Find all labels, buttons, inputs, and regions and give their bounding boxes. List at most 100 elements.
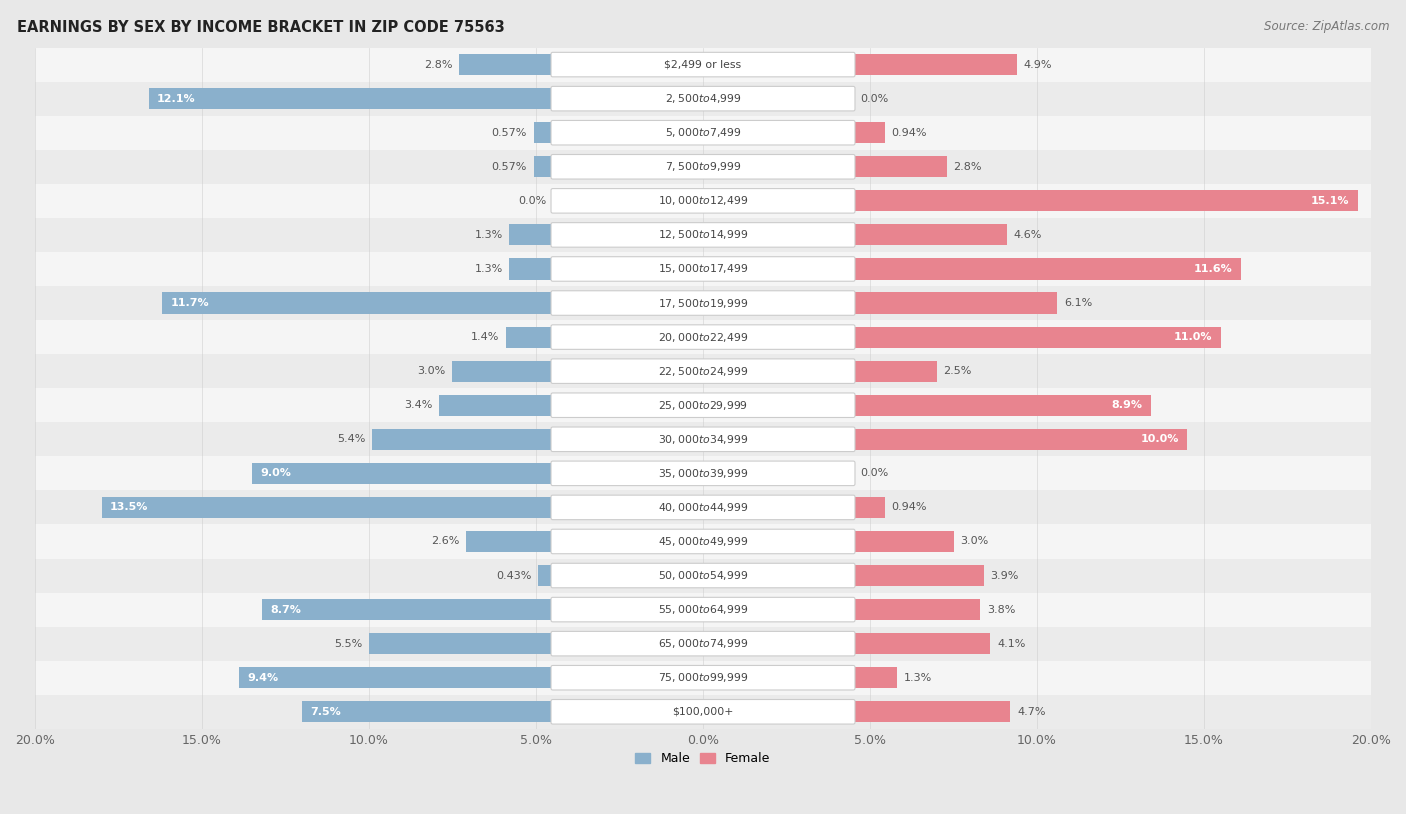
- Bar: [465, 531, 553, 552]
- Text: 6.1%: 6.1%: [1064, 298, 1092, 308]
- Text: 13.5%: 13.5%: [110, 502, 149, 512]
- Bar: [534, 156, 553, 177]
- Text: $17,500 to $19,999: $17,500 to $19,999: [658, 296, 748, 309]
- Text: 4.7%: 4.7%: [1017, 707, 1046, 717]
- Text: 12.1%: 12.1%: [157, 94, 195, 103]
- FancyBboxPatch shape: [551, 291, 855, 315]
- FancyBboxPatch shape: [551, 393, 855, 418]
- Bar: [35, 252, 1371, 286]
- Bar: [35, 695, 1371, 729]
- Text: 10.0%: 10.0%: [1140, 435, 1180, 444]
- FancyBboxPatch shape: [551, 666, 855, 690]
- Bar: [35, 558, 1371, 593]
- Text: 4.1%: 4.1%: [997, 639, 1025, 649]
- Bar: [35, 593, 1371, 627]
- Bar: [162, 292, 553, 313]
- Bar: [35, 661, 1371, 695]
- FancyBboxPatch shape: [551, 256, 855, 281]
- Bar: [509, 225, 553, 246]
- Bar: [853, 565, 984, 586]
- Text: $45,000 to $49,999: $45,000 to $49,999: [658, 535, 748, 548]
- Bar: [35, 184, 1371, 218]
- FancyBboxPatch shape: [551, 699, 855, 724]
- Bar: [101, 497, 553, 518]
- Bar: [853, 361, 936, 382]
- Bar: [853, 258, 1240, 279]
- Bar: [35, 354, 1371, 388]
- Bar: [853, 531, 953, 552]
- Bar: [439, 395, 553, 416]
- Text: EARNINGS BY SEX BY INCOME BRACKET IN ZIP CODE 75563: EARNINGS BY SEX BY INCOME BRACKET IN ZIP…: [17, 20, 505, 35]
- Text: 11.6%: 11.6%: [1194, 264, 1233, 274]
- Text: $7,500 to $9,999: $7,500 to $9,999: [665, 160, 741, 173]
- Bar: [35, 490, 1371, 524]
- Bar: [853, 190, 1358, 212]
- Text: 2.8%: 2.8%: [953, 162, 981, 172]
- Bar: [453, 361, 553, 382]
- Text: $15,000 to $17,499: $15,000 to $17,499: [658, 262, 748, 275]
- Bar: [35, 150, 1371, 184]
- Text: $2,500 to $4,999: $2,500 to $4,999: [665, 92, 741, 105]
- Bar: [149, 88, 553, 109]
- Text: $75,000 to $99,999: $75,000 to $99,999: [658, 672, 748, 685]
- Bar: [506, 326, 553, 348]
- Bar: [35, 116, 1371, 150]
- Text: 5.5%: 5.5%: [335, 639, 363, 649]
- Text: 0.57%: 0.57%: [492, 128, 527, 138]
- Text: 8.7%: 8.7%: [270, 605, 301, 615]
- Text: 11.7%: 11.7%: [170, 298, 209, 308]
- Bar: [853, 156, 946, 177]
- Bar: [302, 701, 553, 722]
- FancyBboxPatch shape: [551, 189, 855, 213]
- FancyBboxPatch shape: [551, 155, 855, 179]
- Text: 9.0%: 9.0%: [260, 468, 291, 479]
- Text: 1.3%: 1.3%: [474, 264, 502, 274]
- FancyBboxPatch shape: [551, 427, 855, 452]
- Bar: [460, 54, 553, 75]
- Text: 0.43%: 0.43%: [496, 571, 531, 580]
- Bar: [35, 388, 1371, 422]
- Text: 0.57%: 0.57%: [492, 162, 527, 172]
- Bar: [35, 627, 1371, 661]
- Text: 1.3%: 1.3%: [904, 672, 932, 683]
- Text: $100,000+: $100,000+: [672, 707, 734, 717]
- Bar: [35, 81, 1371, 116]
- FancyBboxPatch shape: [551, 461, 855, 486]
- Bar: [853, 326, 1220, 348]
- Text: 4.6%: 4.6%: [1014, 230, 1042, 240]
- Bar: [35, 524, 1371, 558]
- Bar: [368, 633, 553, 654]
- Bar: [853, 54, 1017, 75]
- FancyBboxPatch shape: [551, 529, 855, 554]
- Bar: [35, 422, 1371, 457]
- FancyBboxPatch shape: [551, 86, 855, 111]
- FancyBboxPatch shape: [551, 563, 855, 588]
- Text: $50,000 to $54,999: $50,000 to $54,999: [658, 569, 748, 582]
- Text: $30,000 to $34,999: $30,000 to $34,999: [658, 433, 748, 446]
- Bar: [239, 667, 553, 689]
- Bar: [853, 701, 1011, 722]
- Text: $20,000 to $22,499: $20,000 to $22,499: [658, 330, 748, 344]
- Text: 8.9%: 8.9%: [1111, 400, 1142, 410]
- Text: 3.4%: 3.4%: [404, 400, 433, 410]
- Bar: [853, 633, 990, 654]
- Text: 1.3%: 1.3%: [474, 230, 502, 240]
- Text: Source: ZipAtlas.com: Source: ZipAtlas.com: [1264, 20, 1389, 33]
- Text: 5.4%: 5.4%: [337, 435, 366, 444]
- Text: 0.0%: 0.0%: [517, 196, 546, 206]
- Bar: [853, 599, 980, 620]
- Bar: [35, 457, 1371, 490]
- Bar: [262, 599, 553, 620]
- FancyBboxPatch shape: [551, 325, 855, 349]
- FancyBboxPatch shape: [551, 359, 855, 383]
- Text: 4.9%: 4.9%: [1024, 59, 1052, 69]
- FancyBboxPatch shape: [551, 495, 855, 519]
- Text: 3.0%: 3.0%: [960, 536, 988, 546]
- Text: 3.8%: 3.8%: [987, 605, 1015, 615]
- Text: $22,500 to $24,999: $22,500 to $24,999: [658, 365, 748, 378]
- Text: 0.0%: 0.0%: [860, 468, 889, 479]
- Text: 15.1%: 15.1%: [1310, 196, 1350, 206]
- Text: 9.4%: 9.4%: [247, 672, 278, 683]
- Bar: [35, 47, 1371, 81]
- Text: 7.5%: 7.5%: [311, 707, 342, 717]
